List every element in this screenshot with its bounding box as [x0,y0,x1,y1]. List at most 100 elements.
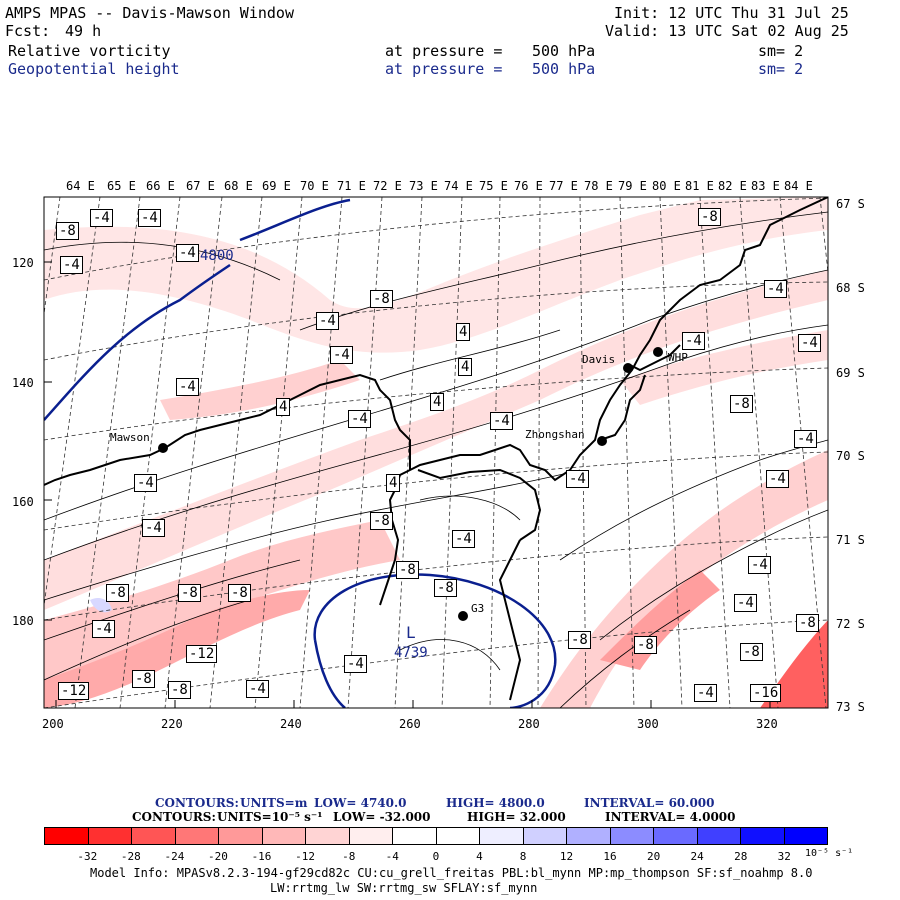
field2-pressure-label: at pressure = [385,60,503,78]
lon-label: 66 E [146,179,175,193]
station-label-mawson: Mawson [110,431,150,444]
colorbar-tick-label: 12 [559,850,574,863]
colorbar-tick-label: -24 [164,850,185,863]
left-axis-ticks [44,261,771,708]
lat-label: 71 S [836,533,865,547]
lon-label: 68 E [224,179,253,193]
colorbar-tick-label: -20 [208,850,228,863]
vorticity-value-label: -8 [568,631,591,649]
vorticity-value-label: -8 [396,561,419,579]
vorticity-value-label: -4 [682,332,705,350]
station-dot-whp[interactable] [653,347,663,357]
vorticity-value-label: -4 [344,655,367,673]
lon-label: 67 E [186,179,215,193]
left-tick-label: 140 [12,376,34,390]
bottom-tick-label: 320 [756,717,778,731]
geopotential-height-contours [44,198,557,708]
lon-label: 74 E [444,179,473,193]
vorticity-value-label: -8 [740,643,763,661]
vorticity-value-label: -8 [370,290,393,308]
colorbar-swatch [262,828,306,844]
vorticity-value-label: -4 [734,594,757,612]
vorticity-value-label: 4 [386,474,401,492]
field1-pressure: 500 hPa [532,42,596,60]
station-dot-g3[interactable] [458,611,468,621]
colorbar-tick-label: -8 [342,850,356,863]
colorbar-tick-label: -12 [295,850,315,863]
lon-label: 70 E [300,179,329,193]
lon-label: 72 E [373,179,402,193]
left-tick-label: 180 [12,614,34,628]
colorbar-tick-label: 16 [603,850,617,863]
lon-label: 73 E [409,179,438,193]
vorticity-patch [160,360,360,420]
map-frame [43,196,829,709]
colorbar-tick-label: 4 [476,850,483,863]
colorbar-swatch [349,828,393,844]
colorbar-swatch [45,828,89,844]
station-label-zhongshan: Zhongshan [525,428,585,441]
colorbar-swatch [654,828,698,844]
colorbar-swatch [132,828,176,844]
vorticity-value-label: -8 [634,636,657,654]
colorbar-tick-label: -4 [385,850,399,863]
vorticity-value-label: 4 [456,323,471,341]
vorticity-value-label: -4 [176,378,199,396]
vorticity-value-label: -4 [490,412,513,430]
lat-label: 68 S [836,281,865,295]
colorbar-tick-label: 20 [646,850,661,863]
vorticity-value-label: -8 [370,512,393,530]
lat-label: 69 S [836,366,865,380]
colorbar-swatch [741,828,785,844]
bottom-tick-label: 220 [161,717,183,731]
coastline [44,197,828,701]
colorbar-tick-label: 28 [734,850,748,863]
field2-pressure: 500 hPa [532,60,596,78]
legend-height-high: HIGH= 4800.0 [446,796,545,810]
vorticity-value-label: -8 [56,222,79,240]
model-info-line2: LW:rrtmg_lw SW:rrtmg_sw SFLAY:sf_mynn [270,881,538,895]
station-dot-mawson[interactable] [158,443,168,453]
bottom-tick-label: 280 [518,717,540,731]
vorticity-value-label: -4 [748,556,771,574]
forecast-hour: 49 h [65,22,102,40]
station-label-davis: Davis [582,353,616,366]
colorbar-swatch [610,828,654,844]
vorticity-value-label: -8 [106,584,129,602]
vorticity-shading [44,197,828,708]
field2-name: Geopotential height [8,60,180,78]
colorbar-swatch [219,828,263,844]
vorticity-value-label: -4 [566,470,589,488]
lon-label: 84 E [784,179,813,193]
vorticity-value-label: -12 [186,645,218,663]
vorticity-value-label: 4 [458,358,473,376]
lat-label: 72 S [836,617,865,631]
colorbar-swatch [697,828,741,844]
station-dot-zhongshan[interactable] [597,436,607,446]
colorbar-swatch [306,828,350,844]
colorbar-swatch [480,828,524,844]
lon-label: 65 E [107,179,136,193]
bottom-tick-label: 260 [399,717,421,731]
height-contour-low [313,573,557,708]
lon-label: 71 E [337,179,366,193]
vorticity-value-label: -12 [58,682,90,700]
vorticity-band-north [44,197,828,353]
vorticity-value-label: -4 [794,430,817,448]
station-label-whp: WHP [668,351,688,364]
height-label-4739: 4739 [394,645,428,661]
colorbar-tick-label: -28 [120,850,141,863]
station-dot-davis[interactable] [623,363,633,373]
vorticity-value-label: -4 [330,346,353,364]
vorticity-value-label: -4 [92,620,115,638]
lon-label: 82 E [718,179,747,193]
height-label-4800: 4800 [200,248,234,264]
lon-label: 83 E [751,179,780,193]
vorticity-value-label: -4 [246,680,269,698]
colorbar-tick-label: 24 [690,850,704,863]
vorticity-value-label: -4 [694,684,717,702]
vorticity-value-label: -4 [764,280,787,298]
init-time: Init: 12 UTC Thu 31 Jul 25 [614,4,849,22]
colorbar [44,827,828,845]
